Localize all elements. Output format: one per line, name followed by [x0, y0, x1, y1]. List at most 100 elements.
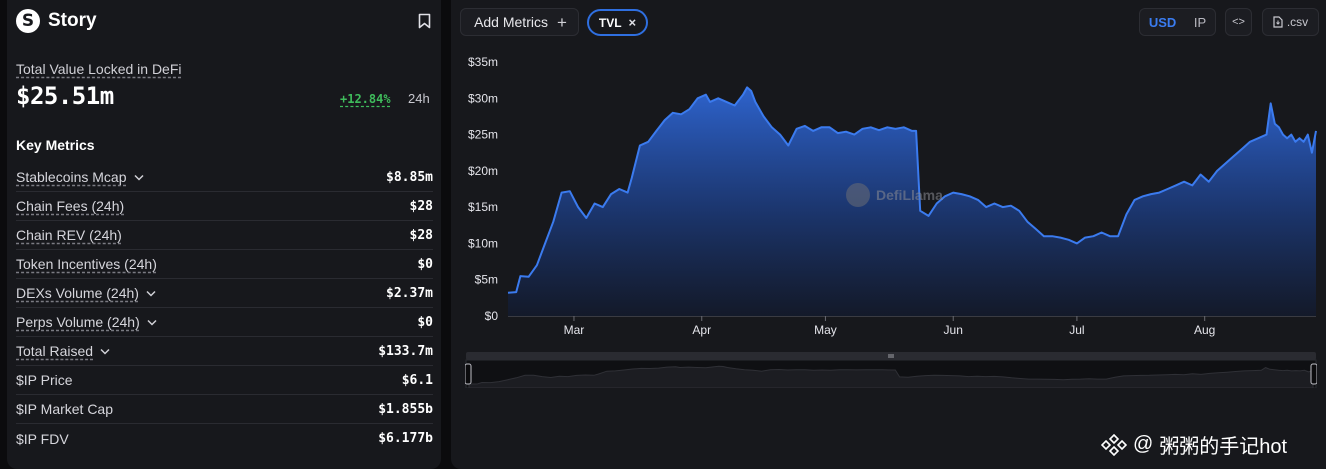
tvl-data-point[interactable]	[561, 192, 563, 194]
tvl-data-point[interactable]	[763, 115, 765, 117]
tvl-data-point[interactable]	[919, 210, 921, 212]
tvl-data-point[interactable]	[853, 134, 855, 136]
tvl-data-point[interactable]	[1101, 232, 1103, 234]
tvl-data-point[interactable]	[610, 193, 612, 195]
chart-range-brush[interactable]	[465, 352, 1317, 388]
tvl-data-point[interactable]	[709, 101, 711, 103]
tvl-data-point[interactable]	[672, 112, 674, 114]
tvl-data-point[interactable]	[870, 126, 872, 128]
tvl-data-point[interactable]	[705, 94, 707, 96]
tvl-data-point[interactable]	[688, 108, 690, 110]
tvl-data-point[interactable]	[1183, 181, 1185, 183]
tvl-data-point[interactable]	[928, 215, 930, 217]
tvl-data-point[interactable]	[602, 206, 604, 208]
tvl-data-point[interactable]	[1092, 235, 1094, 237]
tvl-data-point[interactable]	[544, 242, 546, 244]
add-metrics-button[interactable]: Add Metrics +	[460, 8, 579, 36]
metric-row[interactable]: Total Raised $133.7m	[16, 337, 433, 366]
tvl-data-point[interactable]	[1084, 237, 1086, 239]
tvl-data-point[interactable]	[1257, 137, 1259, 139]
tvl-data-point[interactable]	[787, 145, 789, 147]
tvl-data-point[interactable]	[734, 105, 736, 107]
chevron-down-icon[interactable]	[133, 174, 144, 181]
metric-row[interactable]: Stablecoins Mcap $8.85m	[16, 163, 433, 192]
tvl-data-point[interactable]	[911, 130, 913, 132]
tvl-data-point[interactable]	[1150, 193, 1152, 195]
tvl-data-point[interactable]	[664, 119, 666, 121]
tvl-data-point[interactable]	[1303, 141, 1305, 143]
tvl-data-point[interactable]	[577, 206, 579, 208]
chevron-down-icon[interactable]	[100, 348, 110, 355]
tvl-data-point[interactable]	[1200, 174, 1202, 176]
metric-label[interactable]: DEXs Volume (24h)	[16, 285, 139, 301]
tvl-data-point[interactable]	[1002, 206, 1004, 208]
chevron-down-icon[interactable]	[147, 319, 157, 326]
metric-label[interactable]: Perps Volume (24h)	[16, 314, 140, 330]
tvl-data-point[interactable]	[771, 126, 773, 128]
tvl-data-point[interactable]	[519, 275, 521, 277]
currency-usd-option[interactable]: USD	[1148, 14, 1177, 30]
tvl-data-point[interactable]	[1311, 152, 1313, 154]
tvl-data-point[interactable]	[1059, 237, 1061, 239]
tvl-data-point[interactable]	[507, 292, 509, 294]
tvl-data-point[interactable]	[627, 192, 629, 194]
tvl-data-point[interactable]	[1018, 210, 1020, 212]
metric-row[interactable]: Perps Volume (24h) $0	[16, 308, 433, 337]
tvl-data-point[interactable]	[742, 94, 744, 96]
tvl-data-point[interactable]	[993, 203, 995, 205]
tvl-metric-chip[interactable]: TVL ×	[587, 9, 648, 36]
tvl-data-point[interactable]	[1216, 170, 1218, 172]
tvl-data-point[interactable]	[631, 177, 633, 179]
tvl-data-point[interactable]	[1315, 130, 1317, 132]
tvl-data-point[interactable]	[804, 125, 806, 127]
tvl-data-point[interactable]	[1076, 242, 1078, 244]
tvl-data-point[interactable]	[726, 101, 728, 103]
tvl-data-point[interactable]	[952, 192, 954, 194]
tvl-data-point[interactable]	[1270, 102, 1272, 104]
tvl-data-point[interactable]	[697, 97, 699, 99]
tvl-data-point[interactable]	[1035, 228, 1037, 230]
tvl-data-point[interactable]	[944, 195, 946, 197]
metric-label[interactable]: Chain REV (24h)	[16, 227, 122, 243]
tvl-data-point[interactable]	[618, 188, 620, 190]
tvl-data-point[interactable]	[1294, 141, 1296, 143]
tvl-data-point[interactable]	[977, 199, 979, 201]
tvl-data-point[interactable]	[750, 90, 752, 92]
tvl-data-point[interactable]	[717, 97, 719, 99]
tvl-data-point[interactable]	[829, 126, 831, 128]
tvl-data-point[interactable]	[1266, 134, 1268, 136]
tvl-data-point[interactable]	[779, 134, 781, 136]
tvl-data-point[interactable]	[1299, 137, 1301, 139]
metric-row[interactable]: DEXs Volume (24h) $2.37m	[16, 279, 433, 308]
tvl-data-point[interactable]	[1158, 192, 1160, 194]
metric-label[interactable]: Token Incentives (24h)	[16, 256, 157, 272]
tvl-data-point[interactable]	[961, 193, 963, 195]
tvl-data-point[interactable]	[1175, 184, 1177, 186]
tvl-data-point[interactable]	[515, 291, 517, 293]
tvl-data-point[interactable]	[878, 129, 880, 131]
tvl-data-point[interactable]	[536, 264, 538, 266]
tvl-data-point[interactable]	[915, 130, 917, 132]
tvl-data-point[interactable]	[1051, 235, 1053, 237]
tvl-data-point[interactable]	[969, 195, 971, 197]
tvl-data-point[interactable]	[639, 145, 641, 147]
tvl-data-point[interactable]	[647, 141, 649, 143]
metric-label[interactable]: Total Raised	[16, 343, 94, 359]
tvl-data-point[interactable]	[1117, 235, 1119, 237]
tvl-data-point[interactable]	[655, 130, 657, 132]
tvl-data-point[interactable]	[1043, 235, 1045, 237]
close-icon[interactable]: ×	[628, 15, 637, 30]
tvl-data-point[interactable]	[796, 128, 798, 130]
tvl-data-point[interactable]	[1241, 148, 1243, 150]
tvl-data-point[interactable]	[820, 126, 822, 128]
tvl-data-point[interactable]	[1142, 195, 1144, 197]
tvl-data-point[interactable]	[1010, 205, 1012, 207]
tvl-data-point[interactable]	[886, 126, 888, 128]
tvl-data-point[interactable]	[1233, 155, 1235, 157]
tvl-data-point[interactable]	[1134, 199, 1136, 201]
tvl-data-point[interactable]	[552, 221, 554, 223]
tvl-data-point[interactable]	[1282, 134, 1284, 136]
tvl-data-point[interactable]	[1167, 188, 1169, 190]
tvl-data-point[interactable]	[812, 130, 814, 132]
brush-left-handle[interactable]	[465, 363, 472, 385]
